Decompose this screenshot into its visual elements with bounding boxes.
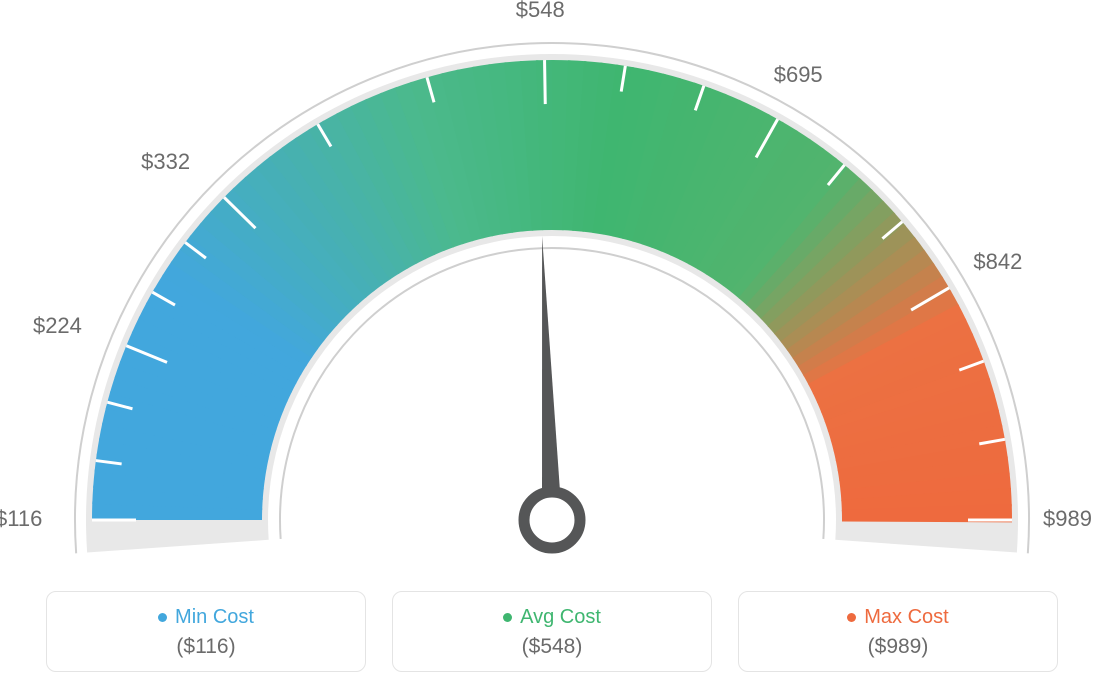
- legend-avg-value: ($548): [403, 635, 701, 659]
- gauge-tick-label: $548: [516, 0, 565, 23]
- legend-card-max: Max Cost ($989): [738, 591, 1058, 672]
- gauge-tick-label: $695: [774, 62, 823, 88]
- dot-icon: [503, 613, 512, 622]
- gauge-tick-label: $116: [0, 506, 42, 532]
- gauge-tick-label: $224: [33, 313, 82, 339]
- dot-icon: [158, 613, 167, 622]
- gauge-tick-label: $332: [141, 149, 190, 175]
- gauge-svg: [0, 0, 1104, 580]
- legend-max-label: Max Cost: [864, 606, 948, 629]
- gauge-tick-label: $842: [973, 249, 1022, 275]
- cost-gauge: $116 $224 $332 $548 $695 $842 $989: [0, 0, 1104, 580]
- legend-card-min: Min Cost ($116): [46, 591, 366, 672]
- legend-avg-label: Avg Cost: [520, 606, 601, 629]
- legend-row: Min Cost ($116) Avg Cost ($548) Max Cost…: [0, 591, 1104, 672]
- legend-min-label: Min Cost: [175, 606, 254, 629]
- gauge-tick-label: $989: [1043, 506, 1092, 532]
- legend-max-value: ($989): [749, 635, 1047, 659]
- legend-min-value: ($116): [57, 635, 355, 659]
- legend-card-avg: Avg Cost ($548): [392, 591, 712, 672]
- dot-icon: [847, 613, 856, 622]
